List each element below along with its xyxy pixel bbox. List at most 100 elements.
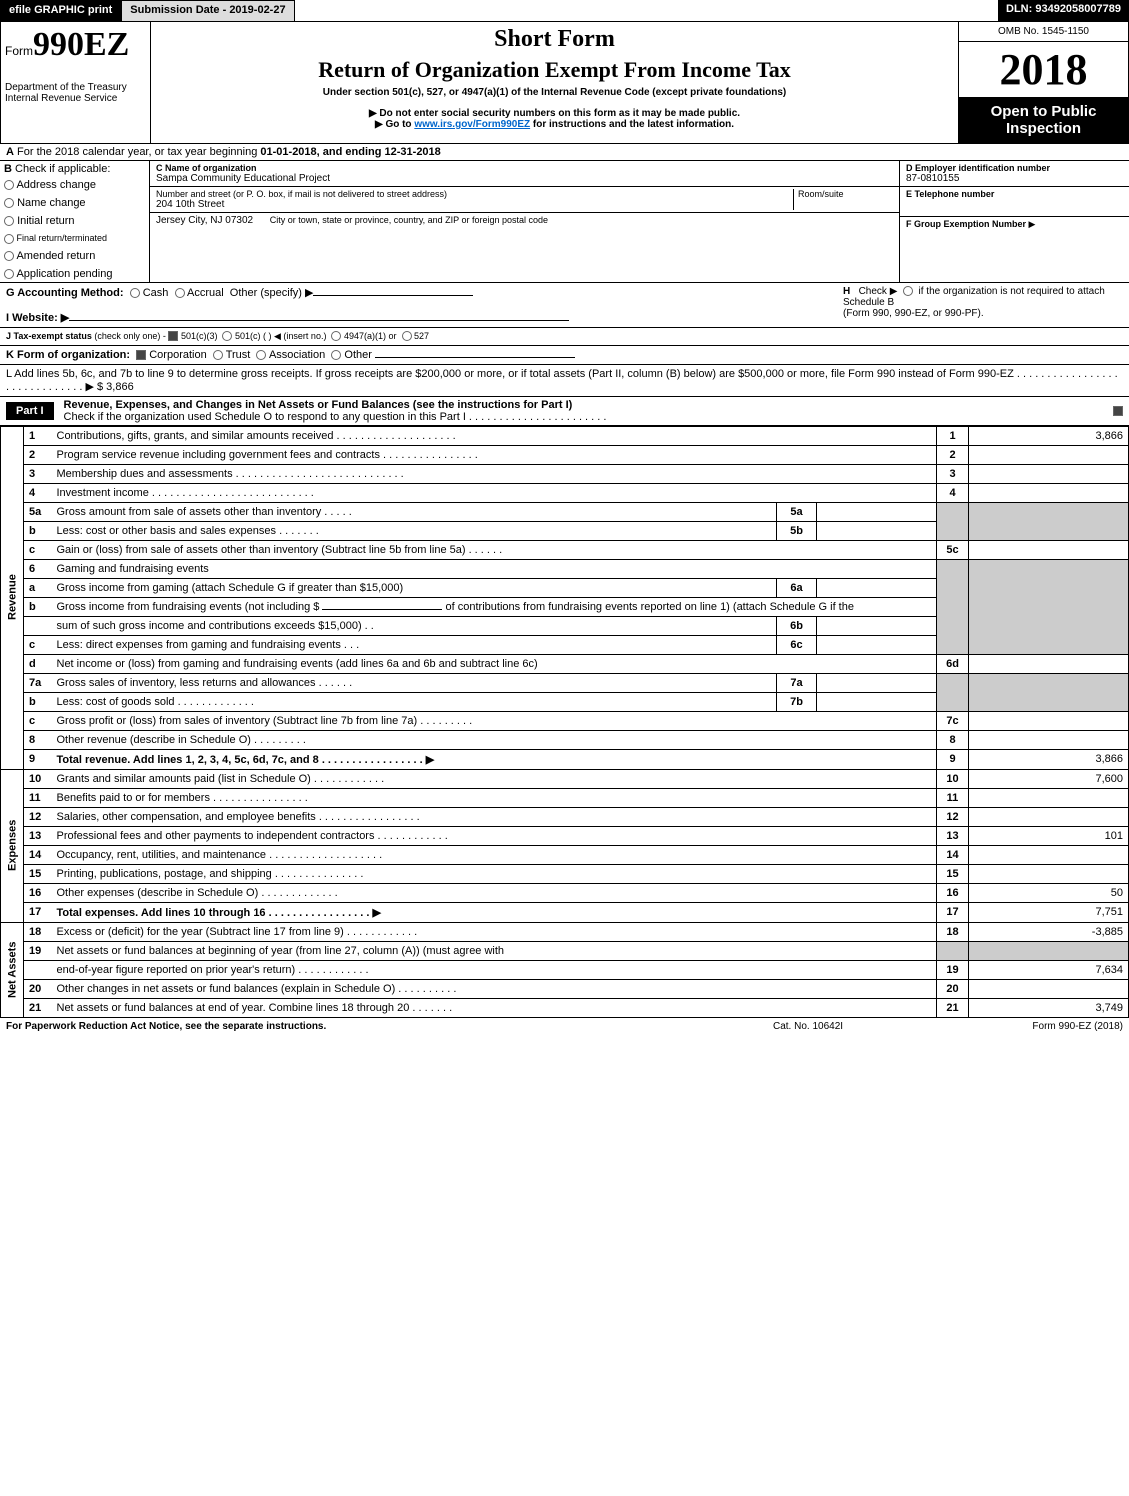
ein-value: 87-0810155 [906,173,1123,184]
header-center: Short Form Return of Organization Exempt… [151,22,958,143]
g-label: G Accounting Method: [6,287,124,299]
a-pre: For the 2018 calendar year, or tax year … [17,146,260,158]
app-pending-radio[interactable] [4,269,14,279]
initial-return-radio[interactable] [4,216,14,226]
app-pending: Application pending [16,268,112,280]
accrual-radio[interactable] [175,288,185,298]
addr-change-radio[interactable] [4,180,14,190]
revenue-label: Revenue [1,426,24,769]
footer-cat: Cat. No. 10642I [773,1021,973,1032]
row-21: 21Net assets or fund balances at end of … [1,998,1129,1017]
footer: For Paperwork Reduction Act Notice, see … [0,1018,1129,1035]
goto-pre: ▶ Go to [375,119,414,130]
ln-12-desc: Salaries, other compensation, and employ… [52,807,937,826]
ln-6b2-val [817,616,937,635]
goto-link[interactable]: www.irs.gov/Form990EZ [414,119,530,130]
ln-5c-desc: Gain or (loss) from sale of assets other… [52,540,937,559]
row-19: 19Net assets or fund balances at beginni… [1,941,1129,960]
ln-3-val [969,464,1129,483]
ln-6d-desc: Net income or (loss) from gaming and fun… [52,654,937,673]
ln-20-desc: Other changes in net assets or fund bala… [52,979,937,998]
ln-5b-val [817,521,937,540]
part-1-check: Check if the organization used Schedule … [64,411,607,423]
final-return: Final return/terminated [17,233,108,243]
row-9: 9Total revenue. Add lines 1, 2, 3, 4, 5c… [1,749,1129,769]
other-specify: Other (specify) ▶ [230,287,314,299]
c-label: C Name of organization [156,163,893,173]
ln-7b-val [817,692,937,711]
part-1-checkbox[interactable] [1113,406,1123,416]
row-14: 14Occupancy, rent, utilities, and mainte… [1,845,1129,864]
final-return-radio[interactable] [4,234,14,244]
501c3-check[interactable] [168,331,178,341]
other-input[interactable] [313,295,473,296]
ln-19-desc: Net assets or fund balances at beginning… [52,941,937,960]
h-section: H Check ▶ if the organization is not req… [843,286,1123,324]
ln-21-desc: Net assets or fund balances at end of ye… [52,998,937,1017]
ln-6b-desc: Gross income from fundraising events (no… [52,597,937,616]
irs-label: Internal Revenue Service [5,93,146,104]
line-k: K Form of organization: Corporation Trus… [0,346,1129,365]
ln-20-val [969,979,1129,998]
top-bar: efile GRAPHIC print Submission Date - 20… [0,0,1129,22]
corp-check[interactable] [136,350,146,360]
other-org-input[interactable] [375,357,575,358]
box-b-through-f: B Check if applicable: Address change Na… [0,161,1129,283]
ln-14-desc: Occupancy, rent, utilities, and maintena… [52,845,937,864]
ln-18-desc: Excess or (deficit) for the year (Subtra… [52,922,937,941]
ln-1-num: 1 [24,426,52,445]
4947-radio[interactable] [331,331,341,341]
row-19b: end-of-year figure reported on prior yea… [1,960,1129,979]
g-section: G Accounting Method: Cash Accrual Other … [6,286,843,324]
cash-radio[interactable] [130,288,140,298]
row-7c: cGross profit or (loss) from sales of in… [1,711,1129,730]
column-c: C Name of organization Sampa Community E… [150,161,899,282]
527-radio[interactable] [402,331,412,341]
ln-14-val [969,845,1129,864]
501c-label: 501(c) ( ) ◀ (insert no.) [235,331,326,341]
ln-4-desc: Investment income . . . . . . . . . . . … [52,483,937,502]
j-note: (check only one) - [94,331,166,341]
other-org-radio[interactable] [331,350,341,360]
ln-6d-val [969,654,1129,673]
row-16: 16Other expenses (describe in Schedule O… [1,883,1129,902]
ln-19b-desc: end-of-year figure reported on prior yea… [52,960,937,979]
i-website: I Website: ▶ [6,311,843,324]
501c-radio[interactable] [222,331,232,341]
k-label: K Form of organization: [6,349,130,361]
line-l: L Add lines 5b, 6c, and 7b to line 9 to … [0,365,1129,397]
row-17: 17Total expenses. Add lines 10 through 1… [1,902,1129,922]
h-radio[interactable] [903,286,913,296]
expenses-label: Expenses [1,769,24,922]
row-20: 20Other changes in net assets or fund ba… [1,979,1129,998]
name-change-radio[interactable] [4,198,14,208]
tax-year: 2018 [959,42,1128,97]
ln-17-desc: Total expenses. Add lines 10 through 16 … [52,902,937,922]
ln-13-desc: Professional fees and other payments to … [52,826,937,845]
row-5c: cGain or (loss) from sale of assets othe… [1,540,1129,559]
website-input[interactable] [69,320,569,321]
l-text: L Add lines 5b, 6c, and 7b to line 9 to … [6,368,1118,393]
net-assets-label: Net Assets [1,922,24,1017]
efile-print-button[interactable]: efile GRAPHIC print [0,0,121,22]
amended-return-radio[interactable] [4,251,14,261]
4947-label: 4947(a)(1) or [344,331,397,341]
ln-1-desc: Contributions, gifts, grants, and simila… [52,426,937,445]
l-amount: $ 3,866 [97,381,134,393]
trust-radio[interactable] [213,350,223,360]
527-label: 527 [414,331,429,341]
assoc-radio[interactable] [256,350,266,360]
ln-13-val: 101 [969,826,1129,845]
ln-4-val [969,483,1129,502]
b-label: B Check if applicable: [4,163,145,175]
goto-post: for instructions and the latest informat… [530,119,734,130]
ein-cell: D Employer identification number 87-0810… [900,161,1129,187]
ln-8-desc: Other revenue (describe in Schedule O) .… [52,730,937,749]
ln-7a-val [817,673,937,692]
j-label: J Tax-exempt status [6,331,92,341]
org-name: Sampa Community Educational Project [156,173,893,184]
short-form-title: Short Form [161,26,948,53]
street-address: 204 10th Street [156,199,793,210]
column-b: B Check if applicable: Address change Na… [0,161,150,282]
ln-6b-input[interactable] [322,609,442,610]
